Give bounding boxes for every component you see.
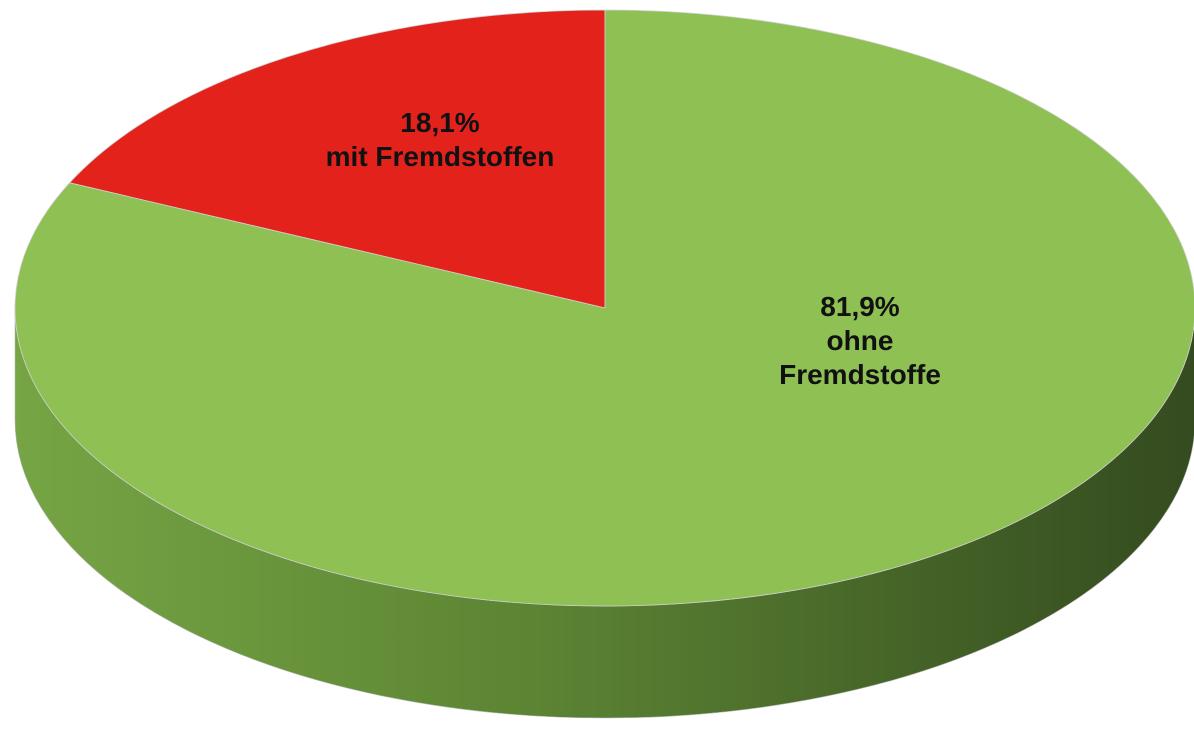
category-label: ohne Fremdstoffe <box>779 325 941 390</box>
data-label: 81,9% ohne Fremdstoffe <box>745 290 975 392</box>
category-label: mit Fremdstoffen <box>325 141 555 172</box>
slice <box>68 9 606 309</box>
data-label: 18,1% mit Fremdstoffen <box>325 106 555 174</box>
value-label: 81,9% <box>820 291 900 322</box>
value-label: 18,1% <box>400 107 480 138</box>
slice <box>14 9 1194 607</box>
